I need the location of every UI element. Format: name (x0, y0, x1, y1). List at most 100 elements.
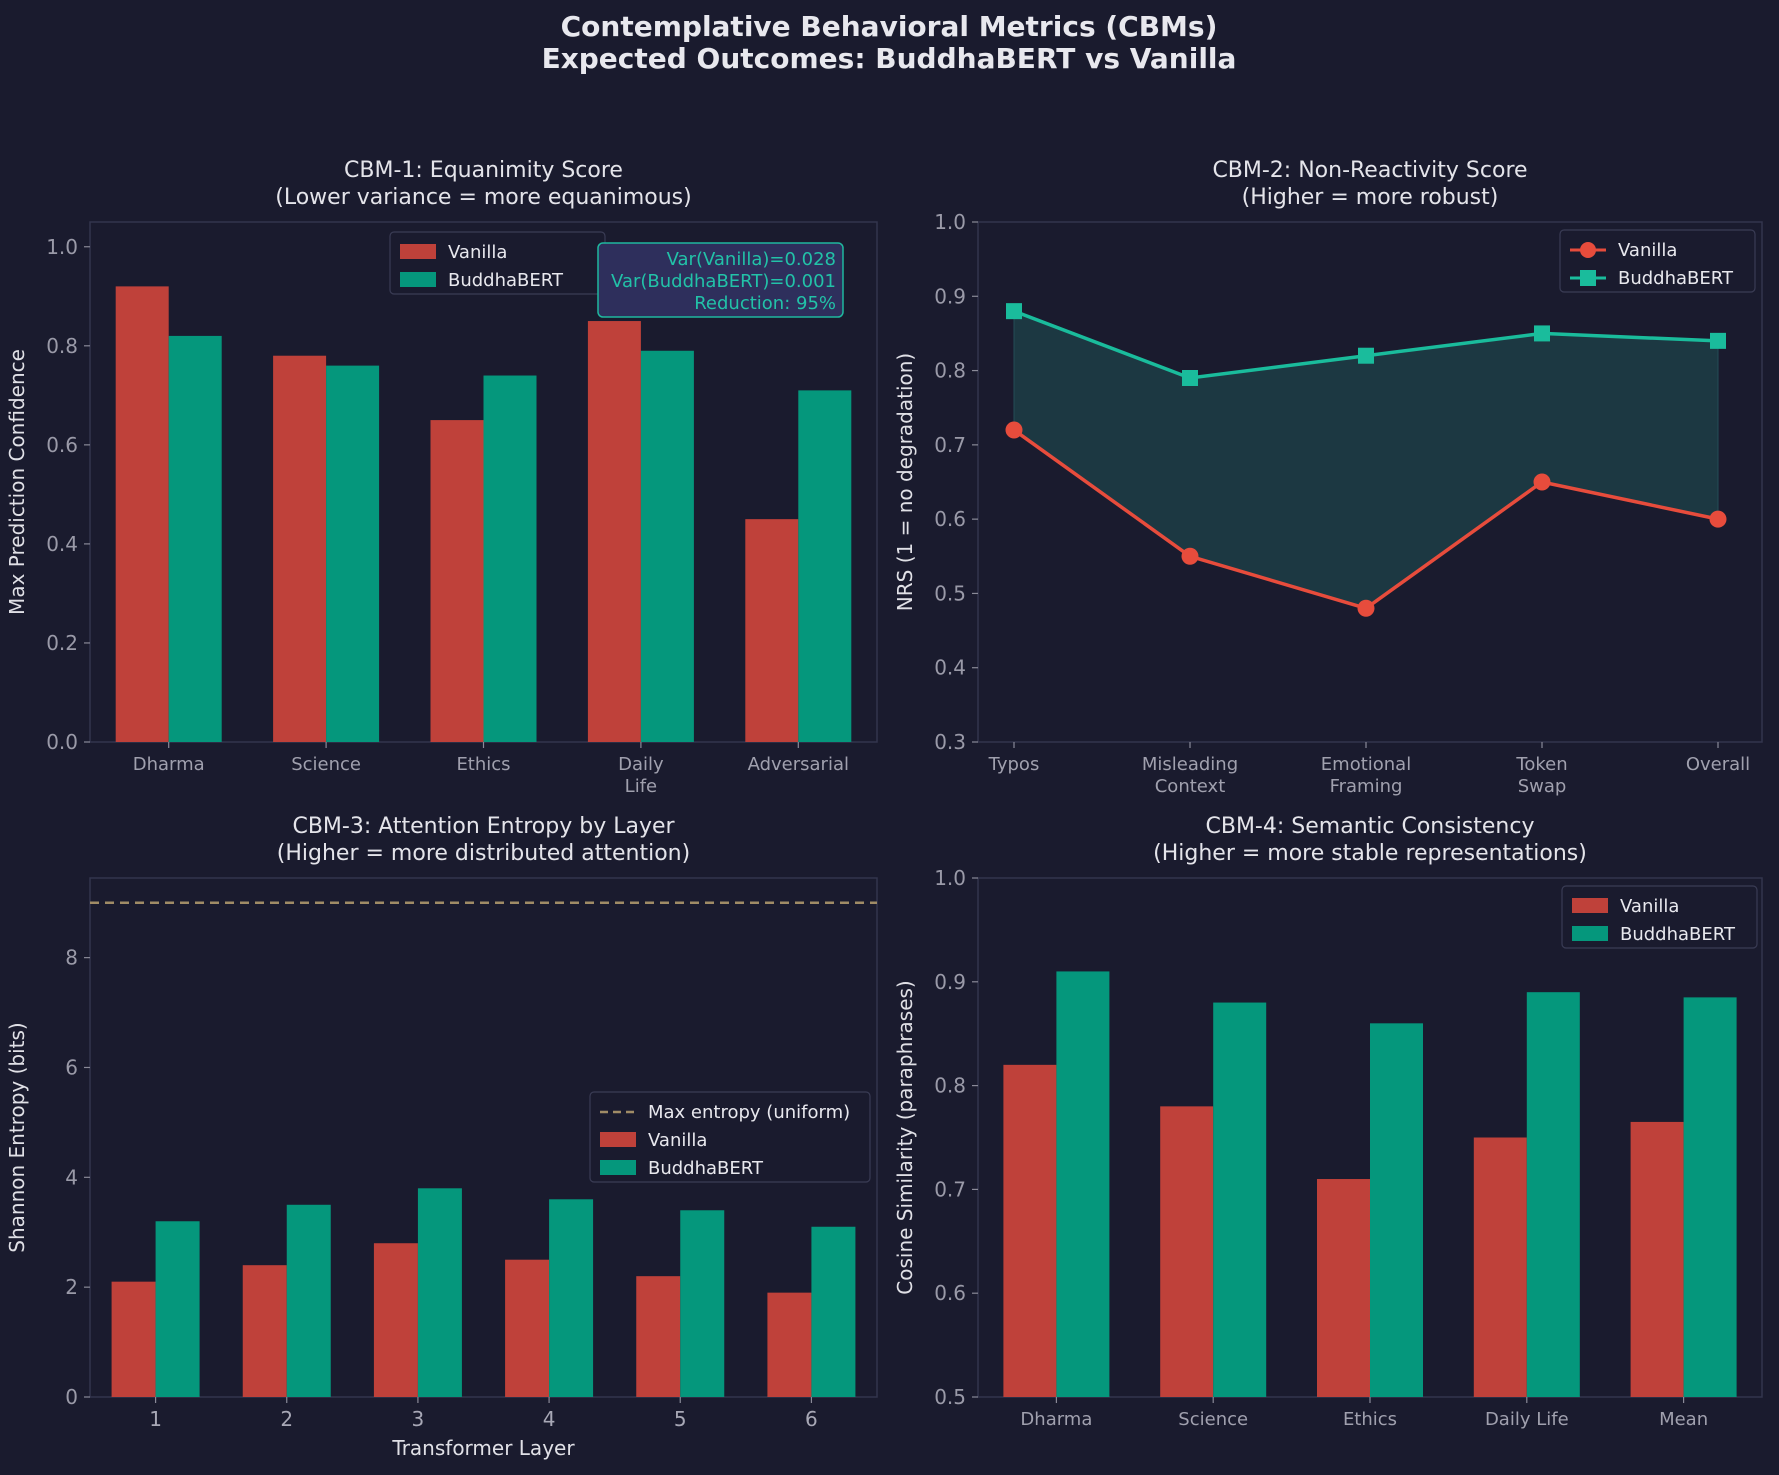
vanilla-legend-label: Vanilla (1620, 896, 1679, 917)
vanilla-bar (242, 1265, 287, 1397)
y-tick-label: 0.6 (46, 433, 78, 457)
x-tick-label: Misleading Context (1142, 754, 1238, 797)
vanilla-legend-marker (1580, 242, 1596, 258)
y-tick-label: 6 (65, 1055, 78, 1079)
vanilla-legend-swatch (600, 1132, 636, 1147)
x-tick-label: 1 (149, 1407, 162, 1431)
y-tick-label: 8 (65, 946, 78, 970)
y-tick-label: 0.7 (934, 1177, 966, 1201)
buddhabert-point (1358, 347, 1374, 364)
vanilla-legend-swatch (1572, 898, 1608, 913)
vanilla-point (1357, 599, 1375, 617)
buddhabert-point (1006, 303, 1022, 320)
panel-subtitle: (Higher = more robust) (1242, 185, 1499, 210)
y-tick-label: 0.8 (46, 334, 78, 358)
vanilla-bar (1317, 1179, 1370, 1397)
x-tick-label: Daily Life (1485, 1409, 1569, 1430)
y-tick-label: 0.3 (934, 730, 966, 754)
vanilla-point (1533, 473, 1551, 491)
buddhabert-bar (1370, 1023, 1423, 1397)
x-tick-label: Mean (1659, 1409, 1708, 1430)
vanilla-point (1005, 421, 1023, 439)
y-tick-label: 0.6 (934, 1281, 966, 1305)
vanilla-bar (273, 355, 327, 742)
y-tick-label: 0.5 (934, 1385, 966, 1409)
y-axis-label: Shannon Entropy (bits) (5, 1022, 29, 1252)
panel-subtitle: (Lower variance = more equanimous) (275, 185, 691, 210)
y-tick-label: 4 (65, 1165, 78, 1189)
buddhabert-legend-swatch (1572, 926, 1608, 941)
vanilla-bar (1473, 1137, 1527, 1397)
buddhabert-legend-marker (1580, 270, 1596, 286)
buddhabert-bar (1213, 1002, 1267, 1397)
buddhabert-bar (417, 1188, 462, 1397)
cbm4-semantic-consistency-panel: CBM-4: Semantic Consistency(Higher = mor… (893, 814, 1763, 1430)
y-tick-label: 0.8 (934, 359, 966, 383)
vanilla-legend-swatch (400, 244, 436, 259)
y-tick-label: 0.7 (934, 433, 966, 457)
axes-frame (977, 221, 1763, 743)
buddhabert-legend-label: BuddhaBERT (1620, 924, 1736, 945)
x-tick-label: Ethics (1343, 1409, 1397, 1430)
vanilla-bar (430, 420, 484, 742)
x-tick-label: Science (291, 754, 361, 775)
cbm1-equanimity-panel: CBM-1: Equanimity Score(Lower variance =… (5, 158, 878, 797)
buddhabert-bar (1526, 992, 1580, 1397)
buddhabert-bar (168, 335, 222, 742)
panel-title: CBM-4: Semantic Consistency (1206, 814, 1535, 839)
vanilla-point (1181, 547, 1199, 565)
vanilla-bar (636, 1276, 681, 1397)
y-tick-label: 0 (65, 1385, 78, 1409)
x-tick-label: Science (1178, 1409, 1248, 1430)
y-tick-label: 1.0 (934, 210, 966, 234)
x-tick-label: 2 (280, 1407, 293, 1431)
x-tick-label: Token Swap (1515, 754, 1567, 797)
vanilla-bar (1003, 1064, 1057, 1397)
variance-annotation-line: Var(Vanilla)=0.028 (667, 249, 836, 270)
panel-title: CBM-1: Equanimity Score (344, 158, 623, 183)
legend-box (589, 1091, 871, 1183)
panel-subtitle: (Higher = more distributed attention) (277, 841, 690, 866)
x-tick-label: Dharma (133, 754, 205, 775)
buddhabert-point (1710, 332, 1726, 349)
y-tick-label: 0.0 (46, 730, 78, 754)
vanilla-legend-label: Vanilla (448, 242, 507, 263)
x-tick-label: Ethics (456, 754, 510, 775)
variance-annotation-line: Var(BuddhaBERT)=0.001 (611, 271, 836, 292)
variance-annotation-line: Reduction: 95% (694, 293, 836, 314)
max-entropy-legend-label: Max entropy (uniform) (648, 1102, 850, 1123)
buddhabert-point (1182, 370, 1198, 386)
panel-title: CBM-3: Attention Entropy by Layer (292, 814, 675, 839)
x-tick-label: Emotional Framing (1321, 754, 1411, 797)
buddhabert-legend-swatch (400, 272, 436, 287)
figure-title-line1: Contemplative Behavioral Metrics (CBMs) (561, 10, 1218, 43)
vanilla-bar (587, 321, 641, 742)
buddhabert-legend-swatch (600, 1160, 636, 1175)
y-tick-label: 0.6 (934, 507, 966, 531)
buddhabert-bar (811, 1226, 856, 1397)
buddhabert-bar (680, 1210, 725, 1397)
vanilla-point (1709, 510, 1727, 528)
buddhabert-point (1534, 325, 1550, 342)
x-tick-label: Typos (988, 754, 1040, 775)
buddhabert-bar (483, 375, 537, 742)
y-axis-label: NRS (1 = no degradation) (893, 353, 917, 611)
x-tick-label: 6 (805, 1407, 818, 1431)
x-tick-label: Overall (1686, 754, 1750, 775)
legend-box (1559, 229, 1756, 293)
buddhabert-bar (286, 1204, 331, 1397)
y-tick-label: 0.2 (46, 631, 78, 655)
y-tick-label: 0.4 (46, 532, 78, 556)
variance-annotation-box (597, 242, 844, 318)
buddhabert-legend-label: BuddhaBERT (448, 270, 564, 291)
axes-frame (89, 877, 878, 1398)
vanilla-bar (1160, 1106, 1214, 1397)
y-tick-label: 0.9 (934, 970, 966, 994)
buddhabert-legend-label: BuddhaBERT (1618, 268, 1734, 289)
vanilla-bar (767, 1292, 812, 1397)
figure-title-line2: Expected Outcomes: BuddhaBERT vs Vanilla (542, 42, 1237, 75)
vanilla-bar (373, 1243, 418, 1397)
y-tick-label: 1.0 (46, 235, 78, 259)
buddhabert-bar (798, 390, 852, 742)
